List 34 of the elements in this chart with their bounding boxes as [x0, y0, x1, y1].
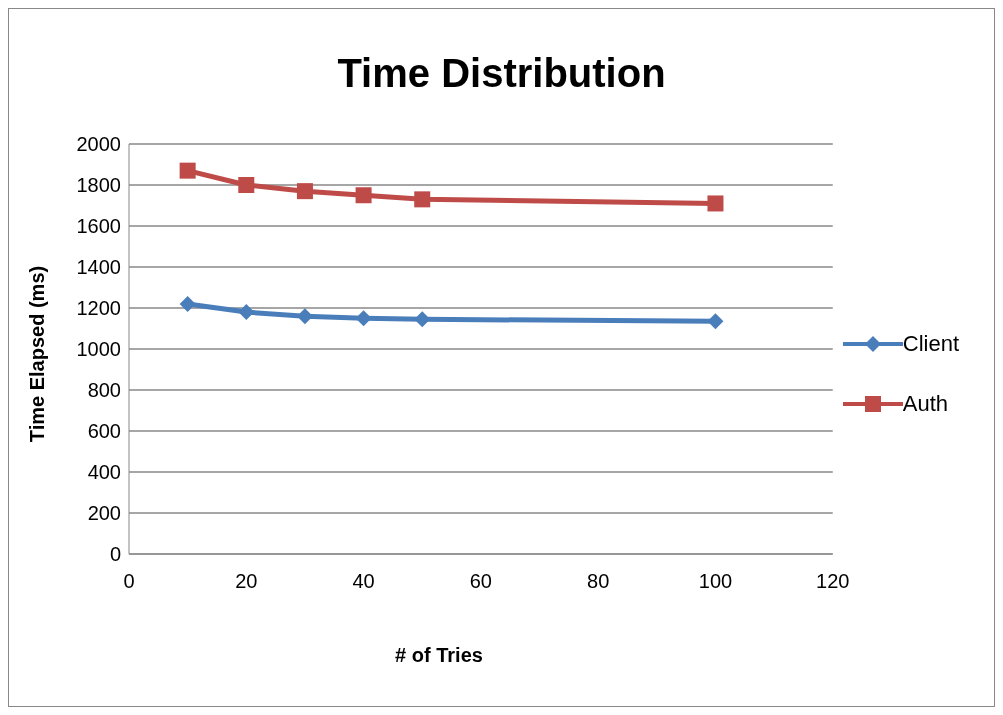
- x-axis-title: # of Tries: [394, 644, 484, 667]
- point: [238, 304, 255, 321]
- point: [296, 308, 313, 325]
- point: [414, 191, 431, 208]
- y-tick-label: 1000: [76, 338, 121, 361]
- point: [355, 310, 372, 327]
- x-tick-label: 120: [816, 570, 850, 593]
- point: [238, 177, 255, 193]
- point: [707, 313, 724, 330]
- point: [296, 183, 313, 200]
- y-axis-title: Time Elapsed (ms): [25, 265, 49, 443]
- y-tick-label: 400: [87, 461, 121, 484]
- y-tick-label: 2000: [76, 133, 121, 156]
- legend-label: Auth: [902, 391, 949, 417]
- y-tick-label: 200: [87, 502, 121, 525]
- y-tick-label: 1800: [76, 174, 121, 197]
- legend-label: Client: [902, 331, 959, 357]
- point: [179, 295, 196, 312]
- y-tick-label: 1400: [76, 256, 121, 279]
- point: [355, 187, 372, 204]
- x-tick-label: 60: [469, 570, 492, 593]
- point: [179, 162, 196, 179]
- y-tick-label: 600: [87, 420, 121, 443]
- x-tick-label: 100: [698, 570, 733, 593]
- point: [707, 195, 724, 212]
- x-tick-label: 20: [235, 570, 258, 593]
- y-tick-label: 800: [87, 379, 121, 402]
- y-tick-label: 0: [109, 543, 121, 566]
- y-tick-label: 1200: [76, 297, 121, 320]
- x-tick-label: 80: [587, 570, 610, 593]
- y-tick-label: 1600: [76, 215, 121, 238]
- x-tick-label: 0: [123, 570, 135, 593]
- x-tick-label: 40: [352, 570, 375, 593]
- chart-title: Time Distribution: [336, 51, 667, 96]
